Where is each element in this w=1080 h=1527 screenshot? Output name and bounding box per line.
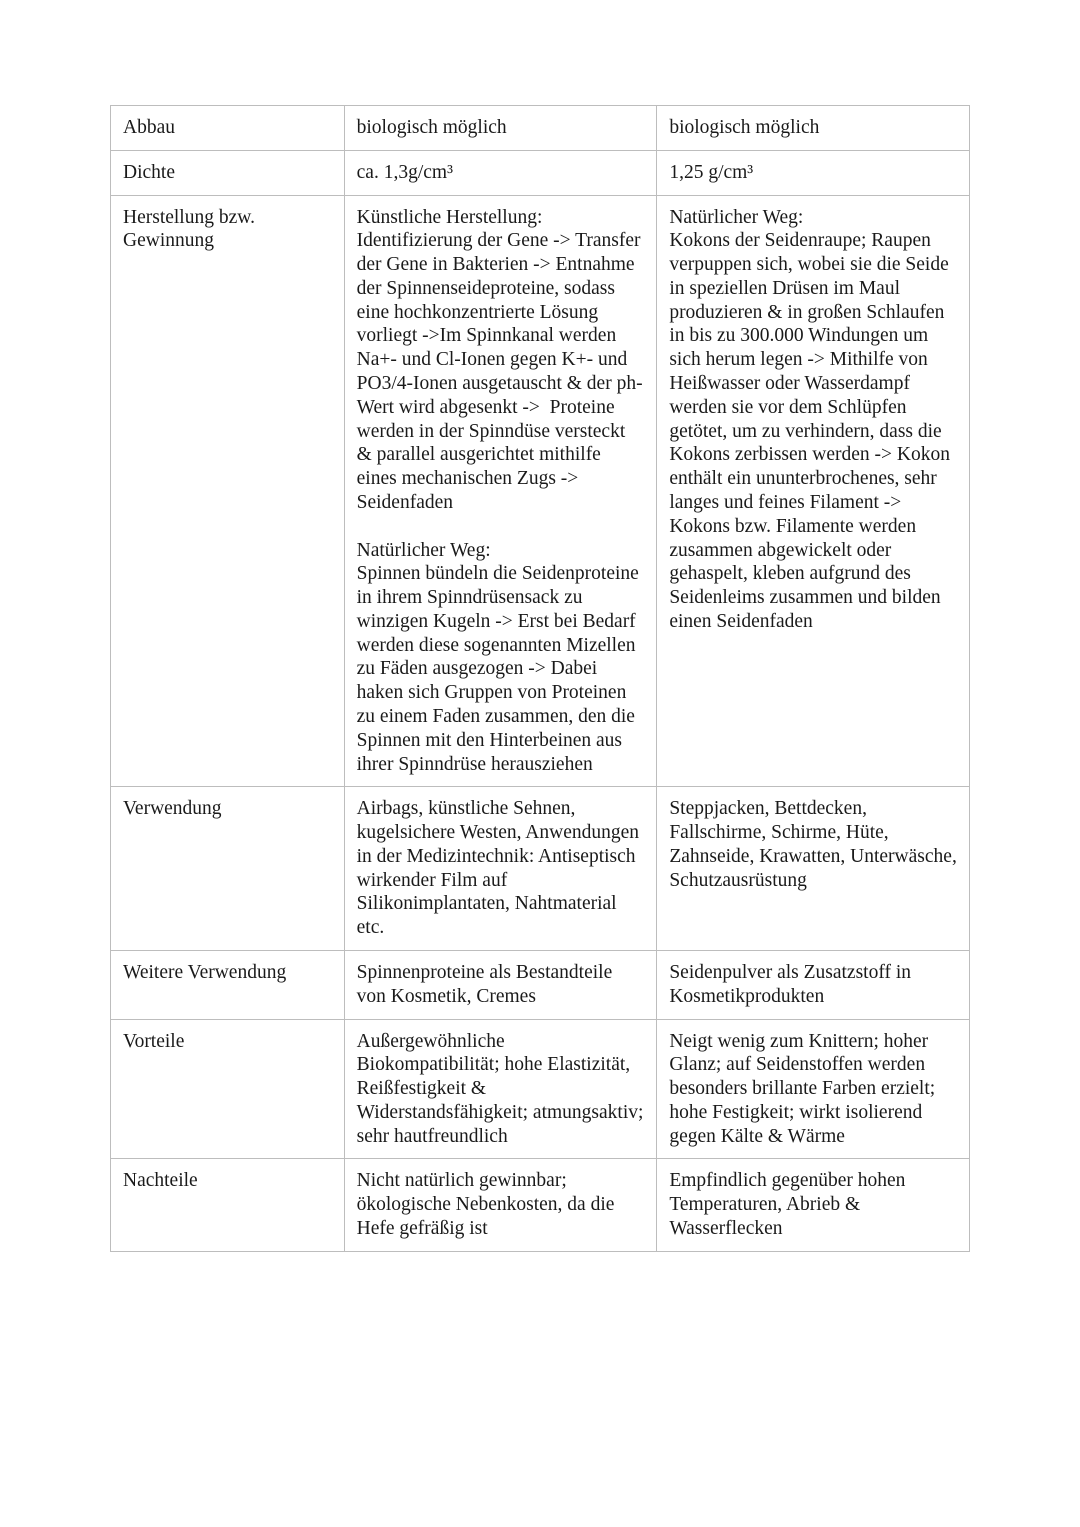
row-column-b: 1,25 g/cm³ [657, 150, 970, 195]
row-column-b: biologisch möglich [657, 106, 970, 151]
row-label: Nachteile [111, 1159, 345, 1251]
row-column-a: Außergewöhnliche Biokompatibilität; hohe… [344, 1019, 657, 1159]
table-row: Nachteile Nicht natürlich gewinnbar; öko… [111, 1159, 970, 1251]
table-row: Weitere Verwendung Spinnenproteine als B… [111, 951, 970, 1020]
row-column-b: Natürlicher Weg: Kokons der Seidenraupe;… [657, 195, 970, 787]
table-row: Verwendung Airbags, künstliche Sehnen, k… [111, 787, 970, 951]
row-label: Herstellung bzw. Gewinnung [111, 195, 345, 787]
row-label: Abbau [111, 106, 345, 151]
row-column-b: Neigt wenig zum Knittern; hoher Glanz; a… [657, 1019, 970, 1159]
row-column-a: Spinnenproteine als Bestandteile von Kos… [344, 951, 657, 1020]
row-column-a: Nicht natürlich gewinnbar; ökologische N… [344, 1159, 657, 1251]
comparison-table: Abbau biologisch möglich biologisch mögl… [110, 105, 970, 1252]
row-label: Vorteile [111, 1019, 345, 1159]
table-row: Herstellung bzw. Gewinnung Künstliche He… [111, 195, 970, 787]
row-column-a: ca. 1,3g/cm³ [344, 150, 657, 195]
table-row: Abbau biologisch möglich biologisch mögl… [111, 106, 970, 151]
table-row: Dichte ca. 1,3g/cm³ 1,25 g/cm³ [111, 150, 970, 195]
table-row: Vorteile Außergewöhnliche Biokompatibili… [111, 1019, 970, 1159]
row-column-b: Steppjacken, Bettdecken, Fallschirme, Sc… [657, 787, 970, 951]
row-label: Verwendung [111, 787, 345, 951]
row-column-b: Empfindlich gegenüber hohen Temperaturen… [657, 1159, 970, 1251]
row-label: Weitere Verwendung [111, 951, 345, 1020]
table-body: Abbau biologisch möglich biologisch mögl… [111, 106, 970, 1252]
row-column-a: Airbags, künstliche Sehnen, kugelsichere… [344, 787, 657, 951]
row-column-a: Künstliche Herstellung: Identifizierung … [344, 195, 657, 787]
row-column-a: biologisch möglich [344, 106, 657, 151]
row-label: Dichte [111, 150, 345, 195]
row-column-b: Seidenpulver als Zusatzstoff in Kosmetik… [657, 951, 970, 1020]
